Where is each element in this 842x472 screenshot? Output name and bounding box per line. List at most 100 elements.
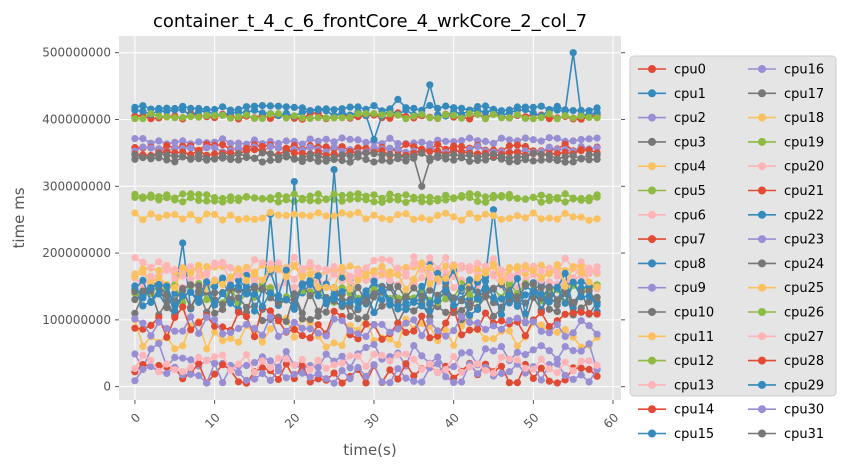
data-point (394, 351, 402, 359)
data-point (338, 134, 346, 142)
data-point (489, 139, 498, 147)
data-point (561, 358, 569, 366)
data-point (481, 309, 490, 317)
legend-label: cpu30 (784, 403, 824, 418)
data-point (394, 325, 402, 333)
data-point (481, 102, 490, 110)
data-point (266, 208, 274, 216)
data-point (545, 298, 553, 306)
data-point (521, 114, 530, 123)
data-point (211, 150, 219, 158)
data-point (179, 106, 187, 114)
data-point (234, 276, 243, 284)
legend-swatch-marker (758, 380, 766, 389)
data-point (418, 110, 426, 119)
data-point (466, 151, 474, 159)
x-tick-label: 50 (521, 410, 542, 431)
data-point (298, 324, 306, 332)
data-point (521, 195, 530, 203)
data-point (282, 150, 290, 158)
data-point (434, 360, 442, 368)
data-point (171, 144, 179, 152)
data-point (370, 277, 378, 285)
data-point (346, 158, 354, 166)
data-point (521, 134, 530, 142)
data-point (474, 265, 482, 273)
data-point (219, 361, 227, 369)
data-point (211, 277, 219, 285)
legend-label: cpu15 (674, 427, 714, 442)
data-point (227, 299, 235, 307)
data-point (282, 273, 290, 281)
data-point (354, 363, 362, 372)
legend-swatch-marker (758, 210, 766, 219)
data-point (139, 258, 147, 266)
data-point (497, 353, 506, 361)
data-point (163, 107, 171, 115)
data-point (242, 193, 251, 201)
data-point (426, 286, 434, 294)
data-point (306, 365, 314, 374)
legend-swatch-marker (648, 308, 656, 316)
legend-label: cpu13 (674, 378, 714, 393)
data-point (242, 290, 251, 298)
data-point (338, 151, 346, 159)
data-point (585, 292, 593, 300)
data-point (354, 150, 362, 158)
data-point (466, 157, 474, 165)
data-point (458, 331, 466, 339)
data-point (585, 194, 593, 202)
legend-swatch-marker (758, 308, 766, 316)
legend-entry-cpu22: cpu22 (748, 208, 824, 223)
data-point (171, 210, 179, 218)
data-point (386, 256, 394, 264)
data-point (577, 146, 585, 154)
data-point (187, 326, 195, 334)
data-point (481, 367, 490, 375)
data-point (195, 113, 203, 121)
data-point (458, 349, 466, 357)
data-point (489, 212, 498, 220)
data-point (322, 195, 330, 203)
data-point (314, 370, 322, 378)
legend-swatch-marker (648, 113, 656, 122)
data-point (553, 328, 561, 336)
data-point (585, 269, 593, 278)
legend-entry-cpu2: cpu2 (638, 111, 706, 126)
data-point (577, 357, 585, 365)
data-point (139, 102, 147, 110)
data-point (266, 313, 274, 321)
data-point (139, 287, 147, 295)
data-point (394, 302, 402, 310)
data-point (139, 342, 147, 350)
data-point (290, 362, 298, 370)
data-point (410, 193, 418, 201)
data-point (505, 265, 513, 273)
data-point (131, 315, 139, 323)
data-point (426, 360, 434, 368)
data-point (593, 361, 601, 369)
data-point (354, 195, 362, 203)
data-point (266, 143, 274, 151)
data-point (330, 290, 338, 298)
data-point (489, 255, 498, 263)
data-point (561, 112, 569, 120)
data-point (290, 370, 298, 378)
data-point (306, 192, 314, 200)
data-point (219, 351, 227, 359)
data-point (561, 153, 569, 161)
legend-label: cpu1 (674, 87, 706, 102)
data-point (593, 310, 601, 318)
legend-swatch-marker (648, 186, 656, 195)
data-point (187, 144, 195, 152)
data-point (466, 190, 474, 198)
legend-swatch-marker (648, 405, 656, 414)
data-point (250, 194, 259, 202)
data-point (314, 114, 322, 122)
data-point (139, 268, 147, 276)
data-point (298, 273, 306, 281)
legend-swatch-marker (648, 210, 656, 219)
data-point (290, 190, 298, 198)
data-point (179, 264, 187, 272)
legend-swatch-marker (648, 137, 656, 146)
